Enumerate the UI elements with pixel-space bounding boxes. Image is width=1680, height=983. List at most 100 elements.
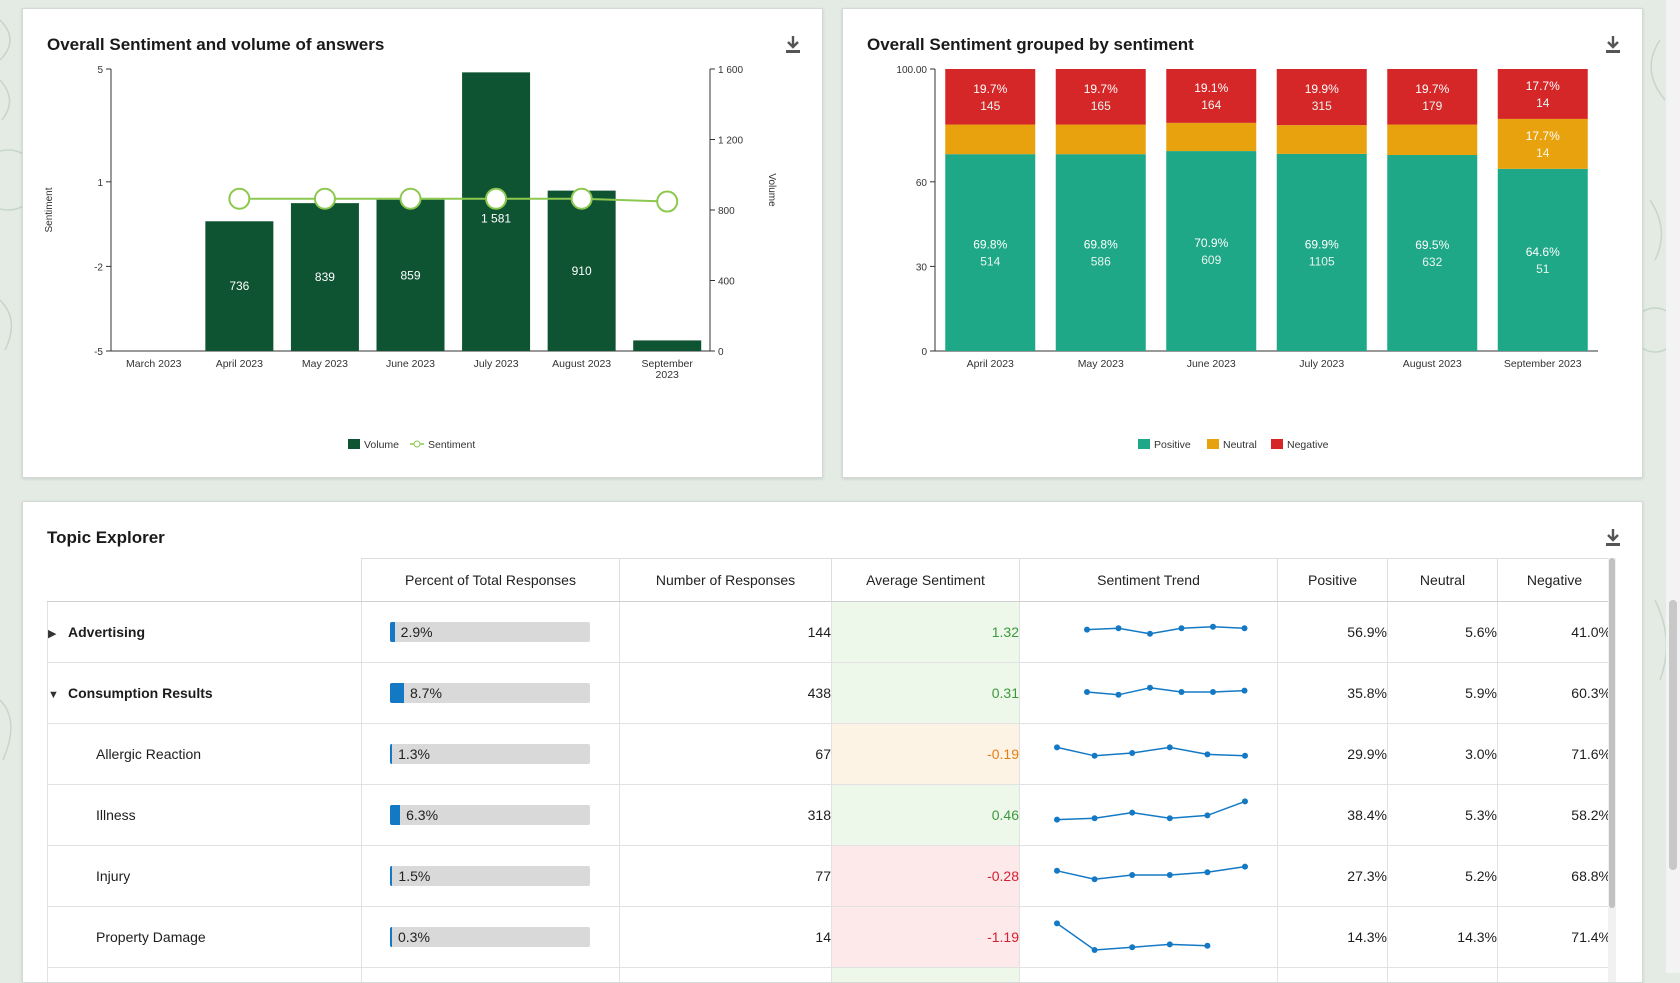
topic-name-cell[interactable]: Illness xyxy=(48,785,362,846)
response-count: 14 xyxy=(620,907,832,968)
legend-label: Negative xyxy=(1287,439,1329,451)
table-row[interactable] xyxy=(48,968,1612,983)
page-scrollbar-thumb[interactable] xyxy=(1669,600,1677,870)
x-tick-label: May 2023 xyxy=(1078,358,1124,370)
legend-label: Volume xyxy=(364,439,399,451)
neutral-percent: 5.9% xyxy=(1388,663,1498,724)
percent-value: 8.7% xyxy=(410,685,442,701)
sparkline-point xyxy=(1129,944,1135,950)
volume-bar xyxy=(633,340,701,351)
topic-name-cell[interactable]: Injury xyxy=(48,846,362,907)
topic-name: Illness xyxy=(96,807,136,823)
segment-pct-label: 19.9% xyxy=(1305,82,1339,96)
sparkline-point xyxy=(1084,689,1090,695)
column-header[interactable]: Neutral xyxy=(1388,559,1498,602)
positive-percent: 29.9% xyxy=(1278,724,1388,785)
y-axis-title: Sentiment xyxy=(44,187,55,232)
percent-cell: 8.7% xyxy=(362,663,620,724)
percent-cell: 6.3% xyxy=(362,785,620,846)
response-count: 438 xyxy=(620,663,832,724)
expand-caret-icon[interactable]: ▶ xyxy=(48,627,68,640)
column-header[interactable]: Number of Responses xyxy=(620,559,832,602)
positive-percent: 27.3% xyxy=(1278,846,1388,907)
legend-label: Positive xyxy=(1154,439,1191,451)
empty-cell xyxy=(48,968,362,983)
sparkline-point xyxy=(1242,798,1248,804)
column-header[interactable]: Average Sentiment xyxy=(832,559,1020,602)
response-count: 67 xyxy=(620,724,832,785)
segment-count-label: 14 xyxy=(1536,96,1550,110)
sentiment-point xyxy=(572,189,592,209)
sentiment-point xyxy=(315,189,335,209)
volume-bar-label: 736 xyxy=(229,279,249,293)
legend-swatch-volume xyxy=(348,439,360,449)
segment-count-label: 586 xyxy=(1091,255,1111,269)
y-tick-label: 60 xyxy=(916,178,928,189)
segment-pct-label: 19.7% xyxy=(1084,82,1118,96)
x-tick-label: 2023 xyxy=(656,369,680,381)
topic-name-cell[interactable]: Allergic Reaction xyxy=(48,724,362,785)
y2-tick-label: 0 xyxy=(718,347,724,358)
sparkline-point xyxy=(1204,869,1210,875)
sentiment-distribution-card: Overall Sentiment grouped by sentiment 1… xyxy=(842,8,1643,478)
empty-cell xyxy=(1278,968,1388,983)
topic-name-cell[interactable]: Property Damage xyxy=(48,907,362,968)
sparkline-point xyxy=(1204,751,1210,757)
column-header[interactable]: Positive xyxy=(1278,559,1388,602)
topic-name-cell[interactable]: ▶Advertising xyxy=(48,602,362,663)
percent-bar: 6.3% xyxy=(390,805,590,825)
column-header[interactable]: Negative xyxy=(1498,559,1612,602)
page-scrollbar[interactable] xyxy=(1666,0,1680,973)
topic-name: Injury xyxy=(96,868,130,884)
percent-bar: 1.3% xyxy=(390,744,590,764)
table-scrollbar-thumb[interactable] xyxy=(1609,558,1615,908)
segment-pct-label: 19.7% xyxy=(973,82,1007,96)
sparkline-point xyxy=(1210,689,1216,695)
response-count: 318 xyxy=(620,785,832,846)
legend-label: Sentiment xyxy=(428,439,475,451)
sparkline-point xyxy=(1147,685,1153,691)
negative-percent: 71.6% xyxy=(1498,724,1612,785)
stacked-segment-positive xyxy=(945,154,1035,351)
neutral-percent: 5.6% xyxy=(1388,602,1498,663)
neutral-percent: 3.0% xyxy=(1388,724,1498,785)
sparkline-point xyxy=(1091,753,1097,759)
response-count: 77 xyxy=(620,846,832,907)
segment-pct-label: 64.6% xyxy=(1526,245,1560,259)
sentiment-trend-cell xyxy=(1020,602,1278,663)
sentiment-point xyxy=(401,189,421,209)
column-header[interactable]: Percent of Total Responses xyxy=(362,559,620,602)
volume-bar-label: 839 xyxy=(315,270,335,284)
percent-cell: 2.9% xyxy=(362,602,620,663)
sparkline-point xyxy=(1178,625,1184,631)
x-tick-label: July 2023 xyxy=(1299,358,1344,370)
empty-cell xyxy=(1020,968,1278,983)
segment-pct-label: 69.5% xyxy=(1415,238,1449,252)
percent-bar: 8.7% xyxy=(390,683,590,703)
topic-name-cell[interactable]: ▼Consumption Results xyxy=(48,663,362,724)
negative-percent: 41.0% xyxy=(1498,602,1612,663)
x-tick-label: September 2023 xyxy=(1504,358,1582,370)
response-count: 144 xyxy=(620,602,832,663)
segment-count-label: 315 xyxy=(1312,99,1332,113)
stacked-segment-neutral xyxy=(1277,125,1367,154)
column-header[interactable]: Sentiment Trend xyxy=(1020,559,1278,602)
segment-count-label: 1105 xyxy=(1309,254,1335,268)
download-icon[interactable] xyxy=(1604,528,1622,548)
percent-value: 1.5% xyxy=(398,868,430,884)
sentiment-trend-cell xyxy=(1020,724,1278,785)
collapse-caret-icon[interactable]: ▼ xyxy=(48,689,68,701)
sparkline-path xyxy=(1087,627,1245,634)
table-scrollbar[interactable] xyxy=(1608,558,1616,983)
sentiment-point xyxy=(657,192,677,212)
y-tick-label: 5 xyxy=(97,65,103,76)
topic-name: Allergic Reaction xyxy=(96,746,201,762)
